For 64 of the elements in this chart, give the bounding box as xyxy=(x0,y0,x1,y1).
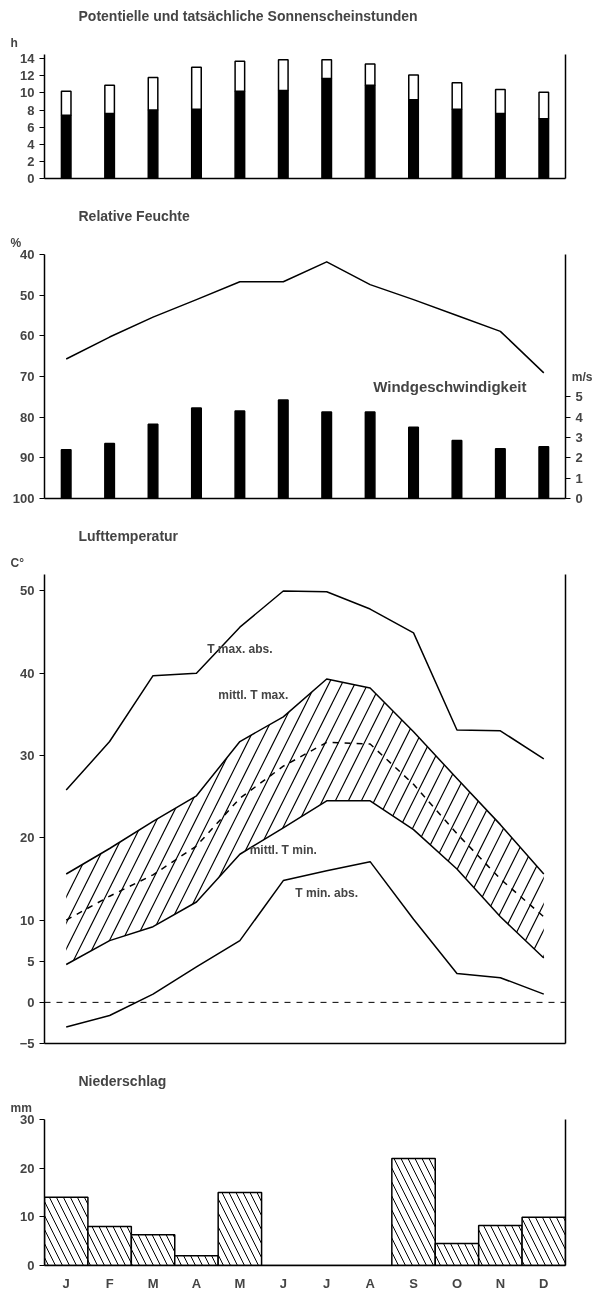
series-label: Windgeschwindigkeit xyxy=(373,377,527,395)
y-tick-label: 40 xyxy=(20,665,35,681)
y-tick-label: 10 xyxy=(20,912,35,928)
x-tick-label: J xyxy=(279,1275,287,1291)
y-tick-label: 14 xyxy=(20,51,36,67)
y-tick-label: 10 xyxy=(20,1209,35,1225)
y-tick-label: 70 xyxy=(20,369,35,384)
y-tick-label: 10 xyxy=(20,85,35,101)
x-tick-label: F xyxy=(105,1275,114,1291)
x-tick-label: D xyxy=(539,1275,549,1291)
chart-title: Niederschlag xyxy=(78,1072,167,1089)
y-tick-label: −5 xyxy=(19,1036,35,1051)
y-axis-title: C° xyxy=(10,555,25,570)
y-tick-label: 0 xyxy=(27,994,35,1010)
x-tick-label: A xyxy=(365,1275,376,1291)
y-tick-label: 20 xyxy=(20,830,35,846)
y-tick-label: 20 xyxy=(20,1160,35,1176)
line-series xyxy=(65,800,545,966)
y2-tick-label: 4 xyxy=(575,409,584,425)
series-label: mittl. T max. xyxy=(218,687,289,702)
y2-axis-title: m/s xyxy=(571,369,593,384)
y-tick-label: 60 xyxy=(20,328,35,344)
y-tick-label: 0 xyxy=(27,171,35,186)
x-tick-label: A xyxy=(191,1275,202,1291)
chart-title: Relative Feuchte xyxy=(78,207,190,224)
line-series xyxy=(65,741,545,921)
line-series xyxy=(65,590,545,791)
y-axis-title: mm xyxy=(10,1100,32,1115)
y2-tick-label: 3 xyxy=(575,430,583,445)
chart-title: Lufttemperatur xyxy=(78,527,179,544)
y2-tick-label: 5 xyxy=(575,389,583,405)
y-tick-label: 0 xyxy=(27,1258,35,1273)
x-tick-label: M xyxy=(147,1275,159,1291)
chart-title: Potentielle und tatsächliche Sonnenscheinstunden xyxy=(78,7,418,24)
y-tick-label: 50 xyxy=(20,287,35,303)
y-tick-label: 30 xyxy=(20,748,35,764)
x-tick-label: S xyxy=(409,1275,419,1291)
y-tick-label: 8 xyxy=(27,102,35,118)
y-tick-label: 5 xyxy=(27,953,35,969)
y2-tick-label: 0 xyxy=(575,491,583,506)
x-tick-label: J xyxy=(323,1275,331,1291)
series-label: mittl. T min. xyxy=(249,842,317,857)
y-tick-label: 2 xyxy=(27,153,35,169)
y-tick-label: 4 xyxy=(27,136,36,152)
line-series xyxy=(65,678,545,875)
x-tick-label: O xyxy=(451,1275,463,1291)
y-tick-label: 12 xyxy=(20,68,35,84)
x-tick-label: M xyxy=(234,1275,246,1291)
line-series xyxy=(65,261,545,374)
y-tick-label: 100 xyxy=(12,491,35,506)
y-tick-label: 6 xyxy=(27,119,35,135)
y-axis-title: h xyxy=(10,35,18,50)
y-axis-title: % xyxy=(10,235,22,250)
y-tick-label: 90 xyxy=(20,450,35,466)
y2-tick-label: 2 xyxy=(575,450,583,466)
y2-tick-label: 1 xyxy=(575,470,583,486)
series-label: T min. abs. xyxy=(295,885,359,900)
y-tick-label: 80 xyxy=(20,409,35,425)
series-label: T max. abs. xyxy=(207,642,273,657)
x-tick-label: N xyxy=(495,1275,506,1291)
x-tick-label: J xyxy=(62,1275,70,1291)
y-tick-label: 40 xyxy=(20,247,35,262)
y-tick-label: 30 xyxy=(20,1112,35,1127)
y-tick-label: 50 xyxy=(20,583,35,599)
